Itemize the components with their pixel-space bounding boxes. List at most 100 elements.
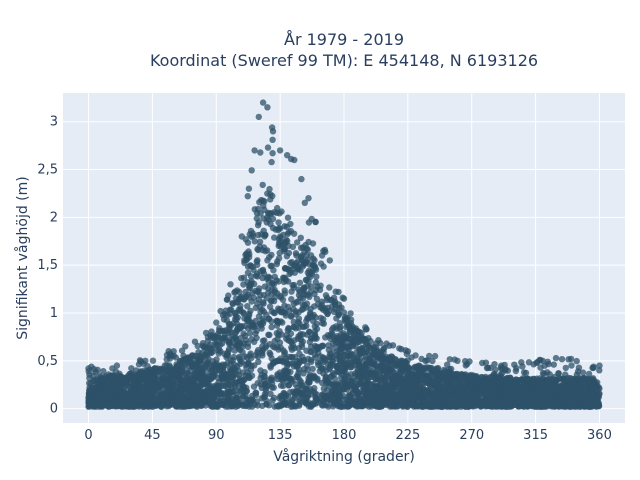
data-point [275,219,282,226]
data-point [556,396,563,404]
data-point [227,329,235,336]
data-point [186,355,193,363]
data-point [260,291,267,299]
data-point [247,273,255,280]
data-point [423,391,430,399]
data-point [136,357,144,364]
data-point [519,402,526,409]
data-point [412,352,419,359]
data-point [579,369,587,376]
data-point [497,378,505,385]
data-point [158,388,165,395]
data-point [271,344,279,351]
data-point [284,278,292,285]
data-point [410,401,417,408]
data-point [244,193,251,200]
data-point [473,396,480,403]
data-point [344,334,351,341]
data-point [259,306,266,313]
data-point [259,343,266,350]
data-point [429,357,436,365]
data-point [230,370,237,377]
data-point [556,375,563,382]
data-point [519,363,526,370]
data-point [292,353,299,361]
data-point [429,372,436,379]
data-point [312,400,319,407]
data-point [331,375,339,383]
data-point [193,396,200,404]
data-point [320,354,327,362]
data-point [274,357,282,364]
data-point [264,144,272,151]
data-point [544,358,551,365]
data-point [280,347,287,354]
data-point [252,287,259,295]
data-point [316,286,324,293]
data-point [182,343,189,350]
data-point [167,370,175,378]
data-point [211,372,218,379]
data-point [341,352,348,359]
data-point [290,323,298,330]
data-point [290,281,298,289]
data-point [248,336,255,343]
data-point [280,274,287,281]
data-point [483,364,491,372]
data-point [252,317,259,325]
data-point [303,252,310,259]
data-point [301,199,308,206]
data-point [307,309,314,316]
data-point [261,369,268,376]
data-point [260,300,267,307]
data-point [258,322,265,329]
data-point [271,273,278,280]
data-point [339,338,346,345]
data-point [346,328,353,335]
data-point [282,312,289,319]
data-point [301,357,308,364]
data-point [267,376,274,383]
data-point [269,224,277,232]
data-point [248,298,255,305]
data-point [250,383,258,390]
data-point [226,310,234,317]
data-point [181,356,188,363]
data-point [208,328,215,335]
data-point [294,239,301,246]
data-point [281,368,289,376]
data-point [473,387,481,395]
data-point [326,353,333,360]
data-point [332,323,339,330]
data-point [315,349,322,356]
data-point [259,337,267,345]
data-point [285,382,292,389]
data-point [308,358,315,366]
data-point [389,367,396,375]
data-point [292,250,300,257]
data-point [327,360,334,367]
data-point [444,361,451,368]
data-point [596,367,603,374]
data-point [100,376,108,384]
data-point [246,282,253,289]
data-point [260,202,267,209]
data-point [443,382,451,389]
data-point [232,334,239,342]
data-point [106,390,113,397]
data-point [251,238,258,245]
data-point [273,402,281,410]
data-point [426,364,433,372]
data-point [322,248,329,256]
data-point [376,403,384,410]
data-point [220,327,227,335]
data-point [335,311,343,318]
data-point [193,368,201,375]
data-point [178,347,186,354]
data-point [273,260,280,268]
data-point [106,394,114,401]
data-point [287,376,295,384]
data-point [239,393,247,400]
data-point [406,364,413,372]
data-point [474,378,481,385]
